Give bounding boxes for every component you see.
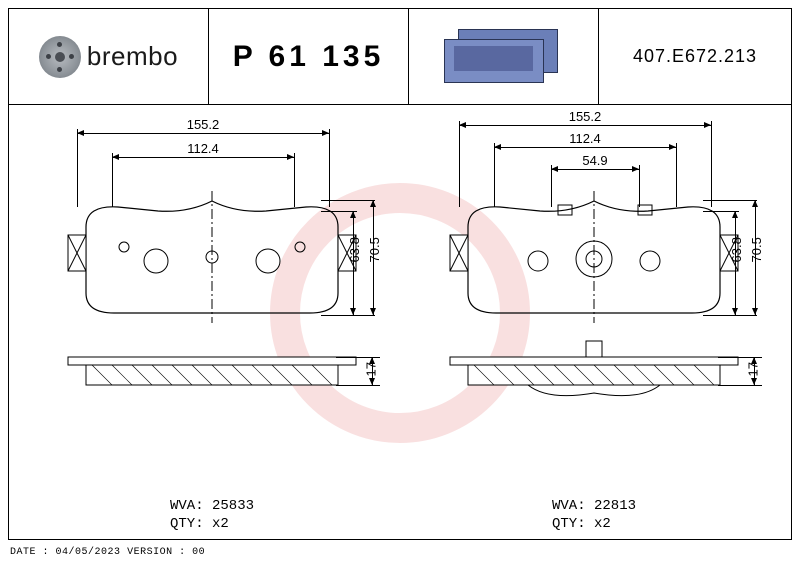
header-row: brembo P 61 135 407.E672.213 — [9, 9, 791, 105]
pad-face-right — [468, 197, 720, 317]
top-dimensions-right: 155.2 112.4 54.9 — [409, 117, 779, 197]
dim-thickness-left: 17 — [344, 357, 394, 385]
dim-width-clip: 54.9 — [580, 153, 609, 168]
meta-right: WVA: 22813 QTY: x2 — [552, 497, 636, 533]
wva-right: 22813 — [594, 498, 636, 514]
dim-width-outer-r: 155.2 — [567, 109, 604, 124]
drawing-frame: brembo P 61 135 407.E672.213 — [8, 8, 792, 540]
drawing-area: 155.2 112.4 — [9, 105, 791, 539]
dim-height-inner: 63.8 — [347, 237, 362, 262]
brand-name: brembo — [87, 41, 178, 72]
right-dimensions-left: 63.8 70.5 — [339, 197, 399, 317]
qty-left: x2 — [212, 516, 229, 532]
dim-width-outer: 155.2 — [185, 117, 222, 132]
product-isometric-cell — [409, 9, 599, 104]
right-pad-drawing: 155.2 112.4 54.9 — [409, 105, 779, 539]
top-dimensions-left: 155.2 112.4 — [27, 117, 397, 197]
meta-left: WVA: 25833 QTY: x2 — [170, 497, 254, 533]
footer-date-version: DATE : 04/05/2023 VERSION : 00 — [10, 547, 205, 558]
qty-right: x2 — [594, 516, 611, 532]
footer-date: 04/05/2023 — [56, 547, 121, 558]
right-dimensions-right: 63.8 70.5 — [721, 197, 781, 317]
drawing-code: 407.E672.213 — [633, 46, 757, 67]
part-number: P 61 135 — [233, 40, 385, 74]
wva-left: 25833 — [212, 498, 254, 514]
dim-thickness-right: 17 — [726, 357, 776, 385]
dim-height-inner-r: 63.8 — [729, 237, 744, 262]
brake-disc-icon — [39, 36, 81, 78]
pad-side-right: 17 — [468, 357, 720, 403]
footer-version: 00 — [192, 547, 205, 558]
dim-height-outer: 70.5 — [367, 237, 382, 262]
dim-height-outer-r: 70.5 — [749, 237, 764, 262]
brake-pad-icon — [444, 29, 564, 85]
drawing-code-cell: 407.E672.213 — [599, 9, 791, 104]
brand-cell: brembo — [9, 9, 209, 104]
dim-width-inner: 112.4 — [185, 141, 221, 156]
left-pad-drawing: 155.2 112.4 — [27, 105, 397, 539]
dim-width-inner-r: 112.4 — [567, 131, 603, 146]
pad-side-left: 17 — [86, 357, 338, 403]
brand-logo: brembo — [39, 36, 178, 78]
pad-face-left — [86, 197, 338, 317]
part-number-cell: P 61 135 — [209, 9, 409, 104]
